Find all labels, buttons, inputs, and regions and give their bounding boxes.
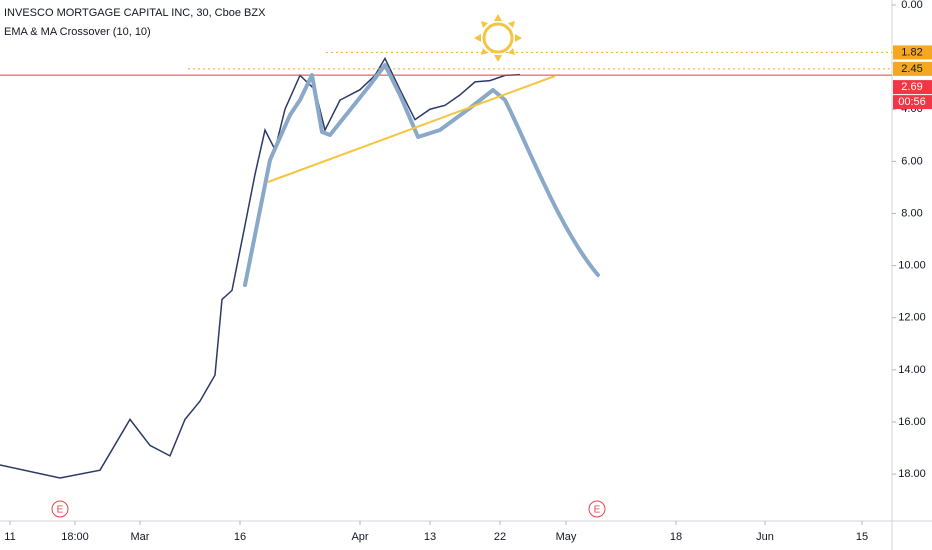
event-marker: E	[51, 500, 69, 518]
y-tick-label: 18.00	[898, 468, 926, 480]
x-tick-label: Mar	[131, 531, 150, 543]
x-tick-label: Jun	[756, 531, 774, 543]
x-tick-label: 18	[670, 531, 682, 543]
price-label: 2.45	[901, 63, 922, 75]
price-label-box	[893, 80, 932, 95]
x-tick-label: May	[556, 531, 577, 543]
y-tick-label: 6.00	[901, 155, 922, 167]
pattern-drawing	[243, 63, 600, 287]
countdown-label: 00:56	[898, 96, 926, 108]
trend-line	[267, 75, 556, 183]
y-tick-label: 16.00	[898, 416, 926, 428]
y-tick-label: 14.00	[898, 364, 926, 376]
x-tick-label: 13	[424, 531, 436, 543]
price-label: 2.69	[901, 81, 922, 93]
x-tick-label: Apr	[351, 531, 368, 543]
event-label: E	[594, 505, 601, 516]
price-label-box	[893, 45, 932, 60]
sun-icon	[474, 14, 522, 62]
x-tick-label: 18:00	[61, 531, 89, 543]
y-tick-label: 0.00	[901, 0, 922, 11]
price-label-box	[893, 61, 932, 76]
chart-title: INVESCO MORTGAGE CAPITAL INC, 30, Cboe B…	[4, 7, 266, 19]
price-label: 1.82	[901, 46, 922, 58]
y-tick-label: 10.00	[898, 260, 926, 272]
x-tick-label: 16	[234, 531, 246, 543]
x-tick-label: 22	[494, 531, 506, 543]
y-tick-label: 12.00	[898, 312, 926, 324]
x-tick-label: 11	[4, 531, 15, 543]
price-line	[0, 56, 521, 479]
countdown-box	[893, 95, 932, 110]
event-marker: E	[588, 500, 606, 518]
y-tick-label: 8.00	[901, 207, 922, 219]
indicator-label: EMA & MA Crossover (10, 10)	[4, 26, 151, 38]
event-label: E	[57, 505, 64, 516]
x-tick-label: 15	[856, 531, 868, 543]
